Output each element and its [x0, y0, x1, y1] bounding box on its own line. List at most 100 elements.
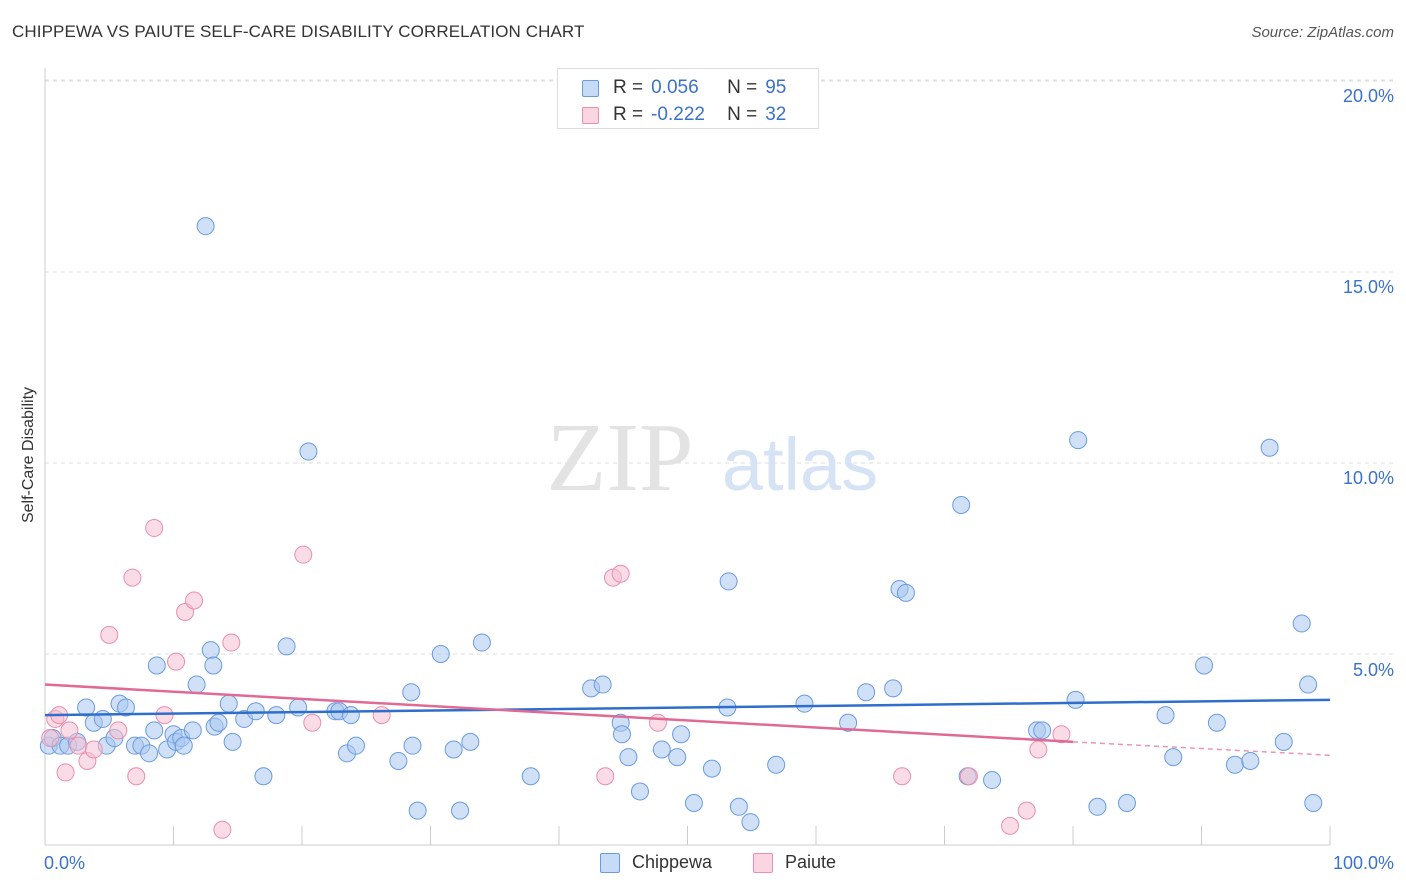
chippewa-point: [1195, 656, 1214, 675]
paiute-point: [56, 763, 75, 782]
paiute-legend-swatch: [753, 852, 773, 873]
watermark-atlas: atlas: [722, 423, 878, 506]
chippewa-point: [1304, 793, 1323, 812]
y-tick-label-5: 5.0%: [1352, 660, 1394, 680]
chippewa-point: [277, 637, 296, 656]
chippewa-point: [729, 797, 748, 816]
chippewa-point: [204, 656, 223, 675]
chippewa-point: [408, 801, 427, 820]
paiute-point: [596, 767, 615, 786]
chart-title: CHIPPEWA VS PAIUTE SELF-CARE DISABILITY …: [12, 22, 585, 41]
chippewa-point: [299, 442, 318, 461]
chippewa-point: [1274, 732, 1293, 751]
paiute-point: [1052, 725, 1071, 744]
chippewa-point: [209, 713, 228, 732]
chippewa-point: [219, 694, 238, 713]
chippewa-point: [147, 656, 166, 675]
paiute-point: [167, 652, 186, 671]
chart-source: Source: ZipAtlas.com: [1251, 24, 1394, 41]
chippewa-point: [952, 496, 971, 515]
chippewa-point: [341, 706, 360, 725]
chippewa-points: [39, 217, 1323, 832]
chippewa-point: [389, 751, 408, 770]
chippewa-point: [672, 725, 691, 744]
chippewa-swatch: [582, 79, 599, 97]
chippewa-point: [983, 771, 1002, 790]
chippewa-point: [668, 748, 687, 767]
chippewa-point: [267, 706, 286, 725]
paiute-point: [69, 736, 88, 755]
chippewa-point: [1164, 748, 1183, 767]
chippewa-point: [451, 801, 470, 820]
paiute-point: [41, 729, 60, 748]
x-tick-label-max: 100.0%: [1332, 853, 1394, 873]
watermark-zip: ZIP: [547, 404, 694, 512]
chippewa-point: [1260, 438, 1279, 457]
paiute-r-value: -0.222: [651, 104, 705, 125]
chippewa-point: [896, 583, 915, 602]
chippewa-point: [839, 713, 858, 732]
chippewa-legend-label: Chippewa: [632, 852, 713, 872]
paiute-trend-line: [44, 683, 1074, 744]
chippewa-point: [346, 736, 365, 755]
legend-row-paiute: R = -0.222 N = 32: [582, 104, 786, 126]
chippewa-point: [1207, 713, 1226, 732]
chippewa-point: [402, 683, 421, 702]
chippewa-point: [187, 675, 206, 694]
stats-legend: R = 0.056 N = 95 R = -0.222 N = 32: [557, 68, 819, 129]
legend-n-label: N =: [727, 77, 758, 98]
paiute-trend-extension: [1072, 741, 1331, 756]
paiute-point: [611, 564, 630, 583]
axes: [44, 68, 1331, 846]
chippewa-point: [472, 633, 491, 652]
paiute-point: [1001, 816, 1020, 835]
chippewa-point: [77, 698, 96, 717]
grid-lines: [45, 79, 1395, 655]
paiute-point: [303, 713, 322, 732]
chippewa-point: [1225, 755, 1244, 774]
chippewa-point: [1241, 751, 1260, 770]
paiute-point: [648, 713, 667, 732]
chippewa-point: [254, 767, 273, 786]
paiute-point: [893, 767, 912, 786]
chippewa-point: [145, 721, 164, 740]
chippewa-point: [767, 755, 786, 774]
chippewa-point: [183, 721, 202, 740]
paiute-point: [213, 820, 232, 839]
paiute-point: [222, 633, 241, 652]
chippewa-point: [223, 732, 242, 751]
chippewa-point: [431, 645, 450, 663]
paiute-point: [109, 721, 128, 740]
trend-lines: [44, 683, 1331, 756]
bottom-legend-chippewa: Chippewa: [600, 852, 712, 873]
chippewa-point: [140, 744, 159, 763]
paiute-legend-label: Paiute: [785, 852, 837, 872]
paiute-point: [145, 518, 164, 537]
paiute-point: [185, 591, 204, 610]
chippewa-point: [612, 725, 631, 744]
chippewa-point: [1069, 431, 1088, 450]
y-tick-label-10: 10.0%: [1342, 468, 1394, 488]
paiute-points: [41, 518, 1071, 839]
chippewa-point: [857, 683, 876, 702]
paiute-point: [100, 625, 119, 644]
chippewa-point: [593, 675, 612, 694]
chippewa-point: [174, 736, 193, 755]
legend-r-label: R =: [613, 77, 644, 98]
chippewa-point: [1117, 793, 1136, 812]
chippewa-point: [619, 748, 638, 767]
chippewa-point: [1299, 675, 1318, 694]
paiute-point: [123, 568, 142, 587]
chippewa-point: [93, 709, 112, 728]
legend-r-label: R =: [613, 104, 644, 125]
chippewa-point: [702, 759, 721, 778]
chippewa-point: [201, 641, 220, 660]
paiute-point: [155, 706, 174, 725]
chippewa-r-value: 0.056: [651, 77, 699, 98]
chippewa-point: [116, 698, 135, 717]
chippewa-point: [1156, 706, 1175, 725]
paiute-n-value: 32: [765, 104, 787, 125]
chippewa-trend-line: [44, 698, 1331, 717]
legend-row-chippewa: R = 0.056 N = 95: [582, 77, 786, 99]
